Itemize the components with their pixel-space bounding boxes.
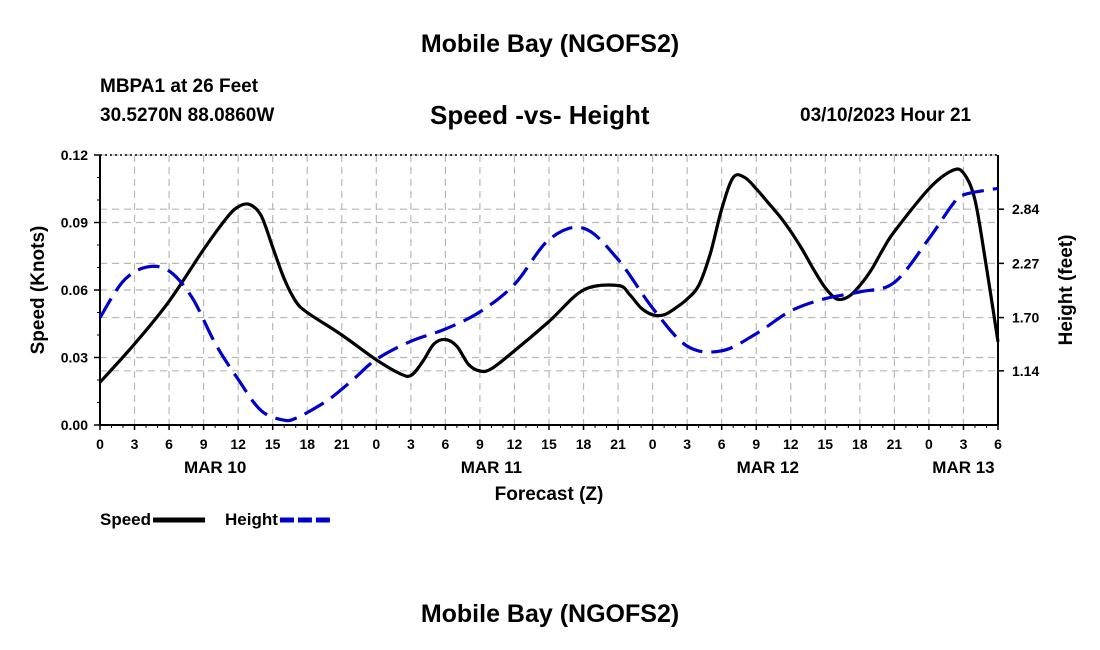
- x-tick-label: 15: [818, 436, 834, 452]
- x-axis-title: Forecast (Z): [495, 484, 604, 505]
- x-tick-label: 0: [925, 436, 933, 452]
- axes: [94, 154, 1004, 430]
- speed-legend-label: Speed: [100, 510, 151, 529]
- chart-title: Speed -vs- Height: [430, 100, 650, 130]
- x-tick-label: 12: [507, 436, 523, 452]
- x-tick-label: 3: [407, 436, 415, 452]
- x-tick-label: 3: [683, 436, 691, 452]
- station-coordinates: 30.5270N 88.0860W: [100, 105, 275, 126]
- x-tick-label: 3: [131, 436, 139, 452]
- x-tick-label: 21: [887, 436, 903, 452]
- x-tick-label: 0: [372, 436, 380, 452]
- footer-title: Mobile Bay (NGOFS2): [420, 600, 680, 628]
- x-tick-label: 21: [610, 436, 626, 452]
- chart-header-title: Mobile Bay (NGOFS2): [420, 30, 680, 58]
- x-tick-label: 3: [960, 436, 968, 452]
- y-tick-label: 0.06: [61, 282, 88, 298]
- y-axis-title: Speed (Knots): [28, 226, 49, 355]
- x-tick-label: 18: [576, 436, 592, 452]
- y2-tick-label: 1.70: [1012, 310, 1039, 326]
- x-tick-label: 15: [541, 436, 557, 452]
- forecast-date: 03/10/2023 Hour 21: [800, 105, 972, 126]
- x-tick-label: 18: [852, 436, 868, 452]
- y-tick-label: 0.03: [61, 350, 88, 366]
- y2-tick-label: 2.84: [1012, 201, 1039, 217]
- height-legend-label: Height: [225, 510, 278, 529]
- height-series-line: [98, 186, 999, 423]
- y-tick-label: 0.00: [61, 417, 88, 433]
- x-tick-label: 0: [96, 436, 104, 452]
- series-layer: [98, 167, 1000, 423]
- x-tick-label: 12: [230, 436, 246, 452]
- axis-labels: 0 3 6 9 12 15 18 21 0 3 6 9 12 15 18 21 0 3 6 9 12 15 18 21 0 3 6M…: [28, 147, 1077, 505]
- speed-series-line: [98, 167, 1000, 384]
- grid-lines: [100, 154, 998, 425]
- y2-axis-title: Height (feet): [1056, 235, 1077, 346]
- station-name: MBPA1 at 26 Feet: [100, 76, 259, 97]
- x-tick-label: 9: [476, 436, 484, 452]
- x-tick-label: 6: [441, 436, 449, 452]
- x-tick-label: 21: [334, 436, 350, 452]
- y-tick-label: 0.09: [61, 215, 88, 231]
- y2-tick-label: 1.14: [1012, 363, 1039, 379]
- x-tick-label: 9: [200, 436, 208, 452]
- day-label: MAR 12: [737, 458, 799, 477]
- x-tick-label: 12: [783, 436, 799, 452]
- x-tick-label: 6: [994, 436, 1002, 452]
- x-tick-label: 6: [718, 436, 726, 452]
- x-tick-label: 15: [265, 436, 281, 452]
- x-tick-label: 6: [165, 436, 173, 452]
- legend: Speed Height: [100, 510, 332, 529]
- day-label: MAR 11: [461, 458, 522, 477]
- x-tick-label: 18: [299, 436, 315, 452]
- day-label: MAR 10: [184, 458, 246, 477]
- x-tick-label: 0: [649, 436, 657, 452]
- y2-tick-label: 2.27: [1012, 255, 1039, 271]
- day-label: MAR 13: [932, 458, 994, 477]
- x-tick-label: 9: [752, 436, 760, 452]
- y-tick-label: 0.12: [61, 147, 88, 163]
